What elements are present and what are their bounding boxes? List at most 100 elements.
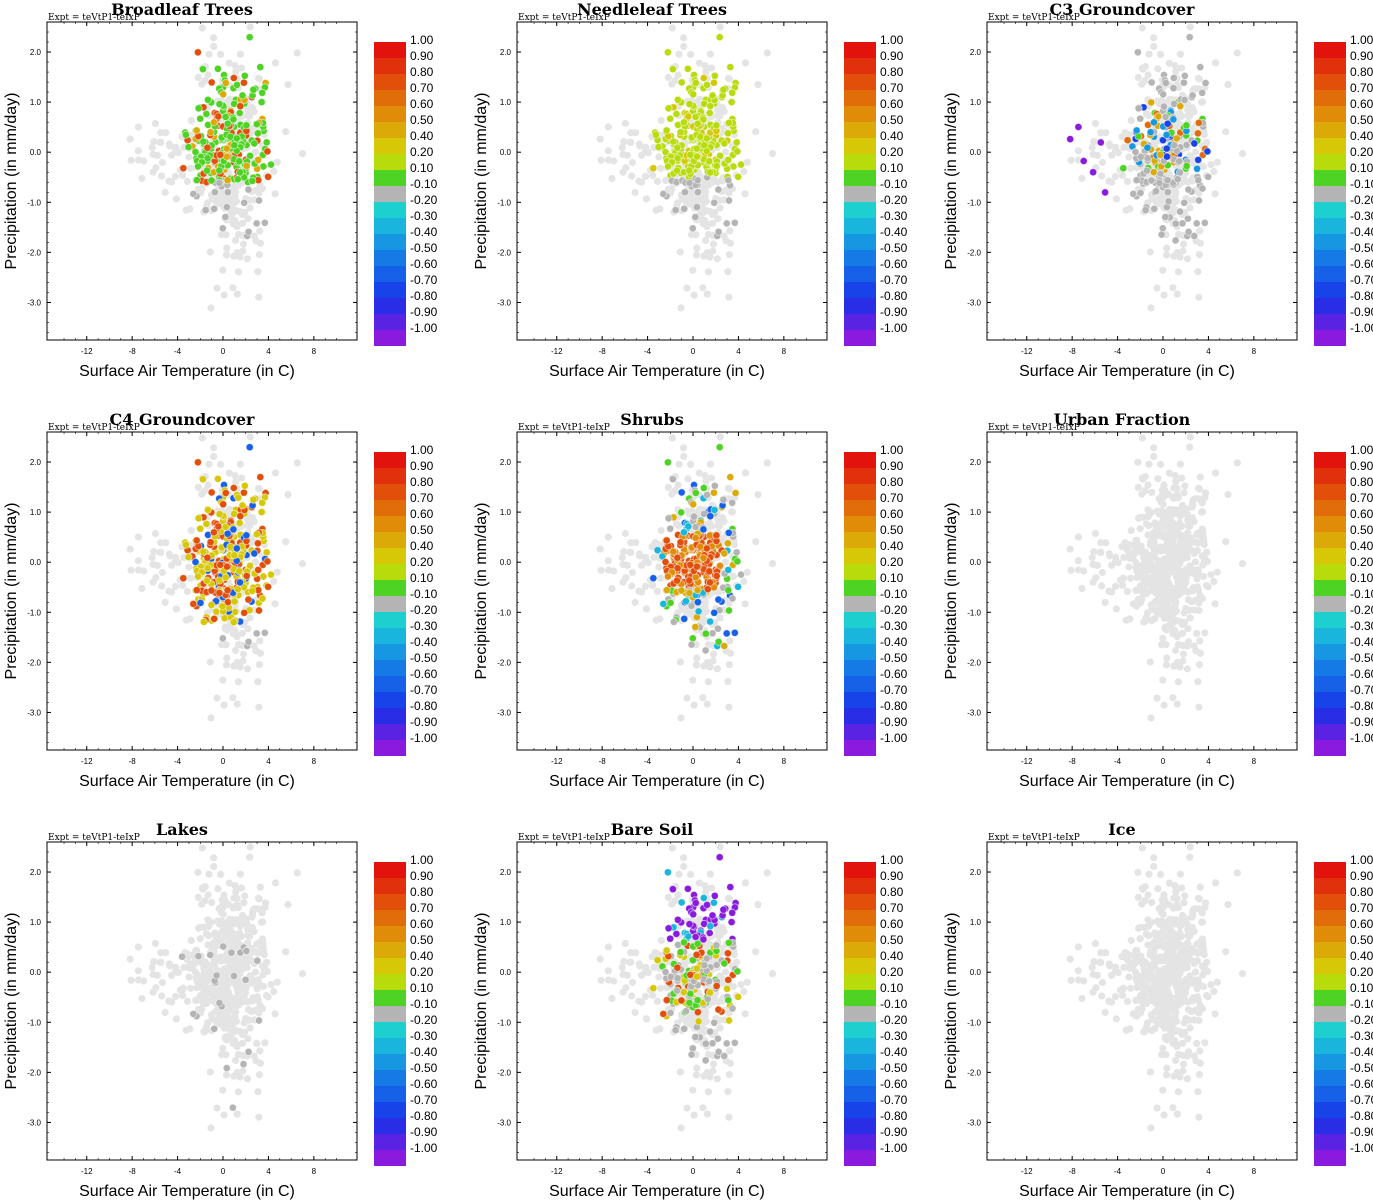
background-point <box>166 552 174 560</box>
background-point <box>1144 512 1152 520</box>
background-point <box>768 150 777 158</box>
background-point <box>1092 574 1100 582</box>
data-point <box>673 143 682 152</box>
y-axis-label: Precipitation (in mm/day) <box>943 503 960 680</box>
data-point <box>726 63 735 72</box>
data-point <box>724 176 733 185</box>
background-point <box>1123 587 1132 596</box>
data-point <box>673 95 682 104</box>
background-point <box>1173 544 1181 553</box>
colorbar-label: 0.80 <box>1350 65 1373 79</box>
colorbar-segment <box>374 644 406 660</box>
data-point <box>706 512 715 521</box>
colorbar-segment <box>1314 708 1346 724</box>
panel-title: Needleleaf Trees <box>577 0 727 19</box>
data-point <box>222 562 231 571</box>
background-point <box>243 665 251 673</box>
background-point <box>217 460 225 468</box>
background-point <box>161 1008 169 1017</box>
background-point <box>713 665 722 673</box>
data-point <box>1163 188 1172 197</box>
data-point <box>664 162 673 171</box>
colorbar-label: -0.80 <box>410 699 438 713</box>
y-tick-label: -1.0 <box>967 198 981 207</box>
data-point <box>714 637 723 646</box>
data-point <box>699 525 708 534</box>
data-point <box>664 572 673 581</box>
background-point <box>706 663 714 671</box>
data-point <box>677 78 686 87</box>
data-point <box>726 473 735 482</box>
data-point <box>691 112 700 121</box>
data-point <box>229 618 238 627</box>
background-point <box>763 49 771 57</box>
background-point <box>1147 304 1155 312</box>
data-point <box>245 33 254 42</box>
colorbar-segment <box>1314 740 1346 756</box>
background-point <box>1195 293 1203 301</box>
data-point <box>664 104 673 113</box>
background-point <box>248 514 256 522</box>
data-point <box>221 79 230 88</box>
x-tick-label: -12 <box>1021 757 1033 766</box>
background-point <box>655 153 663 161</box>
background-point <box>1150 528 1158 536</box>
colorbar-segment <box>374 154 406 170</box>
data-point <box>1198 88 1207 97</box>
colorbar-segment <box>844 452 876 468</box>
x-axis-label: Surface Air Temperature (in C) <box>79 363 295 380</box>
background-point <box>1169 694 1177 702</box>
background-point <box>1134 458 1142 466</box>
background-point <box>214 885 222 893</box>
data-point <box>236 512 245 521</box>
data-point <box>216 150 225 159</box>
background-point <box>623 151 632 159</box>
background-point <box>1146 248 1154 256</box>
data-point <box>1172 134 1181 143</box>
background-point <box>692 661 701 669</box>
data-point <box>254 196 263 205</box>
data-point <box>1169 84 1178 93</box>
background-point <box>653 587 662 596</box>
background-point <box>741 600 749 608</box>
data-point <box>203 553 212 562</box>
background-point <box>134 123 142 131</box>
colorbar-segment <box>1314 724 1346 740</box>
background-point <box>230 208 238 216</box>
data-point <box>1159 90 1168 99</box>
colorbar-segment <box>1314 202 1346 218</box>
colorbar-segment <box>374 314 406 330</box>
background-point <box>1184 625 1192 633</box>
colorbar-label: 1.00 <box>880 443 904 457</box>
background-point <box>206 248 214 256</box>
background-point <box>205 460 213 468</box>
colorbar-segment <box>374 266 406 282</box>
background-point <box>298 150 307 158</box>
background-point <box>194 73 202 81</box>
data-point <box>202 576 211 585</box>
data-point <box>1196 63 1205 72</box>
background-point <box>1155 589 1163 597</box>
background-point <box>183 177 192 185</box>
colorbar-label: 0.40 <box>1350 129 1373 143</box>
x-tick-label: 4 <box>1206 757 1211 766</box>
data-point <box>1192 219 1201 228</box>
data-point <box>732 138 741 147</box>
background-point <box>1150 615 1158 623</box>
background-point <box>655 563 663 571</box>
background-point <box>1210 167 1218 176</box>
background-point <box>158 582 166 590</box>
colorbar-segment <box>1314 314 1346 330</box>
data-point <box>181 540 190 549</box>
colorbar-label: -0.10 <box>1350 177 1373 191</box>
background-point <box>1199 162 1207 171</box>
background-point <box>1174 678 1182 686</box>
colorbar-segment <box>374 452 406 468</box>
y-tick-label: -2.0 <box>497 248 511 257</box>
background-point <box>1174 585 1182 593</box>
data-point <box>693 598 702 607</box>
background-point <box>1193 530 1201 538</box>
colorbar-segment <box>1314 596 1346 612</box>
